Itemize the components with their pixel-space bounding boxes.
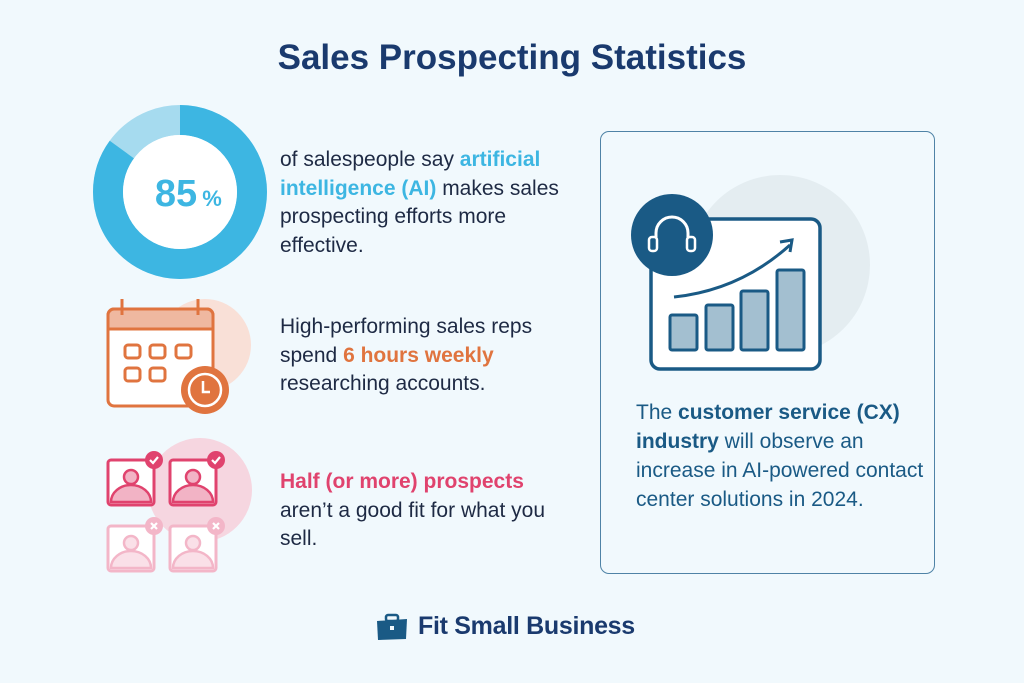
stat-percent-unit: % — [202, 186, 222, 211]
page-title: Sales Prospecting Statistics — [277, 38, 747, 77]
poor-fit-profile-icon — [106, 517, 163, 573]
feature-text-part: The — [636, 401, 679, 424]
stat-ai-text: of salespeople say artificial intelligen… — [280, 146, 580, 260]
stat-hours-text: High-performing sales reps spend 6 hours… — [280, 313, 580, 399]
feature-card — [600, 131, 935, 574]
stat-text: High-performing sales reps spend — [280, 315, 533, 367]
good-fit-profile-icon — [168, 451, 225, 507]
poor-fit-profile-icon — [168, 517, 225, 573]
feature-text: The customer service (CX) industry will … — [636, 398, 926, 514]
donut-chart-icon: 85 % — [93, 105, 267, 279]
headset-growth-chart-icon — [631, 175, 870, 371]
stat-fit-text: Half (or more) prospects aren’t a good f… — [280, 468, 580, 554]
prospect-profiles-icon — [106, 438, 252, 573]
stat-highlight: Half (or more) prospects — [280, 470, 524, 493]
stat-highlight: artificial intelligence (AI) — [280, 148, 541, 200]
stat-text: of salespeople say — [280, 148, 460, 171]
stat-percent-value: 85 — [155, 173, 197, 215]
brand-name: Fit Small Business — [418, 612, 635, 640]
stat-text: researching accounts. — [280, 372, 486, 395]
stat-text: makes sales prospecting efforts more eff… — [280, 176, 559, 257]
feature-text-part: will observe an increase in AI-powered c… — [636, 430, 924, 511]
stat-highlight: 6 hours weekly — [343, 343, 494, 367]
brand-logo: Fit Small Business — [376, 612, 635, 641]
calendar-clock-icon — [106, 299, 251, 414]
good-fit-profile-icon — [106, 451, 163, 507]
briefcase-icon — [377, 613, 407, 640]
stat-text: aren’t a good fit for what you sell. — [280, 498, 545, 551]
feature-highlight: customer service (CX) industry — [636, 401, 900, 453]
